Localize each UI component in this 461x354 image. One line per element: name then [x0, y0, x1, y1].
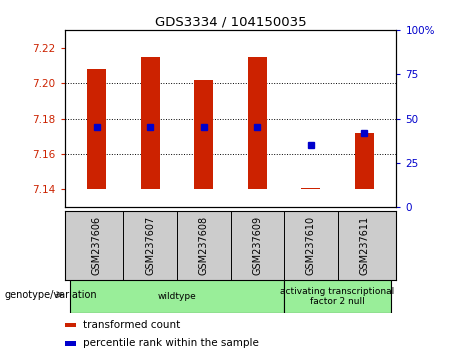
FancyBboxPatch shape — [70, 280, 284, 313]
Bar — [248, 57, 266, 189]
Text: activating transcriptional
factor 2 null: activating transcriptional factor 2 null — [280, 287, 395, 306]
Text: GSM237606: GSM237606 — [92, 216, 102, 275]
Text: transformed count: transformed count — [83, 320, 180, 330]
Text: GSM237609: GSM237609 — [252, 216, 262, 275]
Title: GDS3334 / 104150035: GDS3334 / 104150035 — [155, 16, 306, 29]
FancyBboxPatch shape — [284, 280, 391, 313]
Bar — [141, 57, 160, 189]
Text: wildtype: wildtype — [158, 292, 196, 301]
Text: GSM237607: GSM237607 — [145, 216, 155, 275]
Text: genotype/variation: genotype/variation — [5, 290, 97, 300]
Bar — [355, 133, 374, 189]
Text: GSM237610: GSM237610 — [306, 216, 316, 275]
Bar — [65, 341, 76, 346]
Text: GSM237611: GSM237611 — [359, 216, 369, 275]
Bar — [65, 323, 76, 327]
Bar — [87, 69, 106, 189]
Text: percentile rank within the sample: percentile rank within the sample — [83, 338, 259, 348]
Text: GSM237608: GSM237608 — [199, 216, 209, 275]
Bar — [195, 80, 213, 189]
Bar — [301, 188, 320, 189]
